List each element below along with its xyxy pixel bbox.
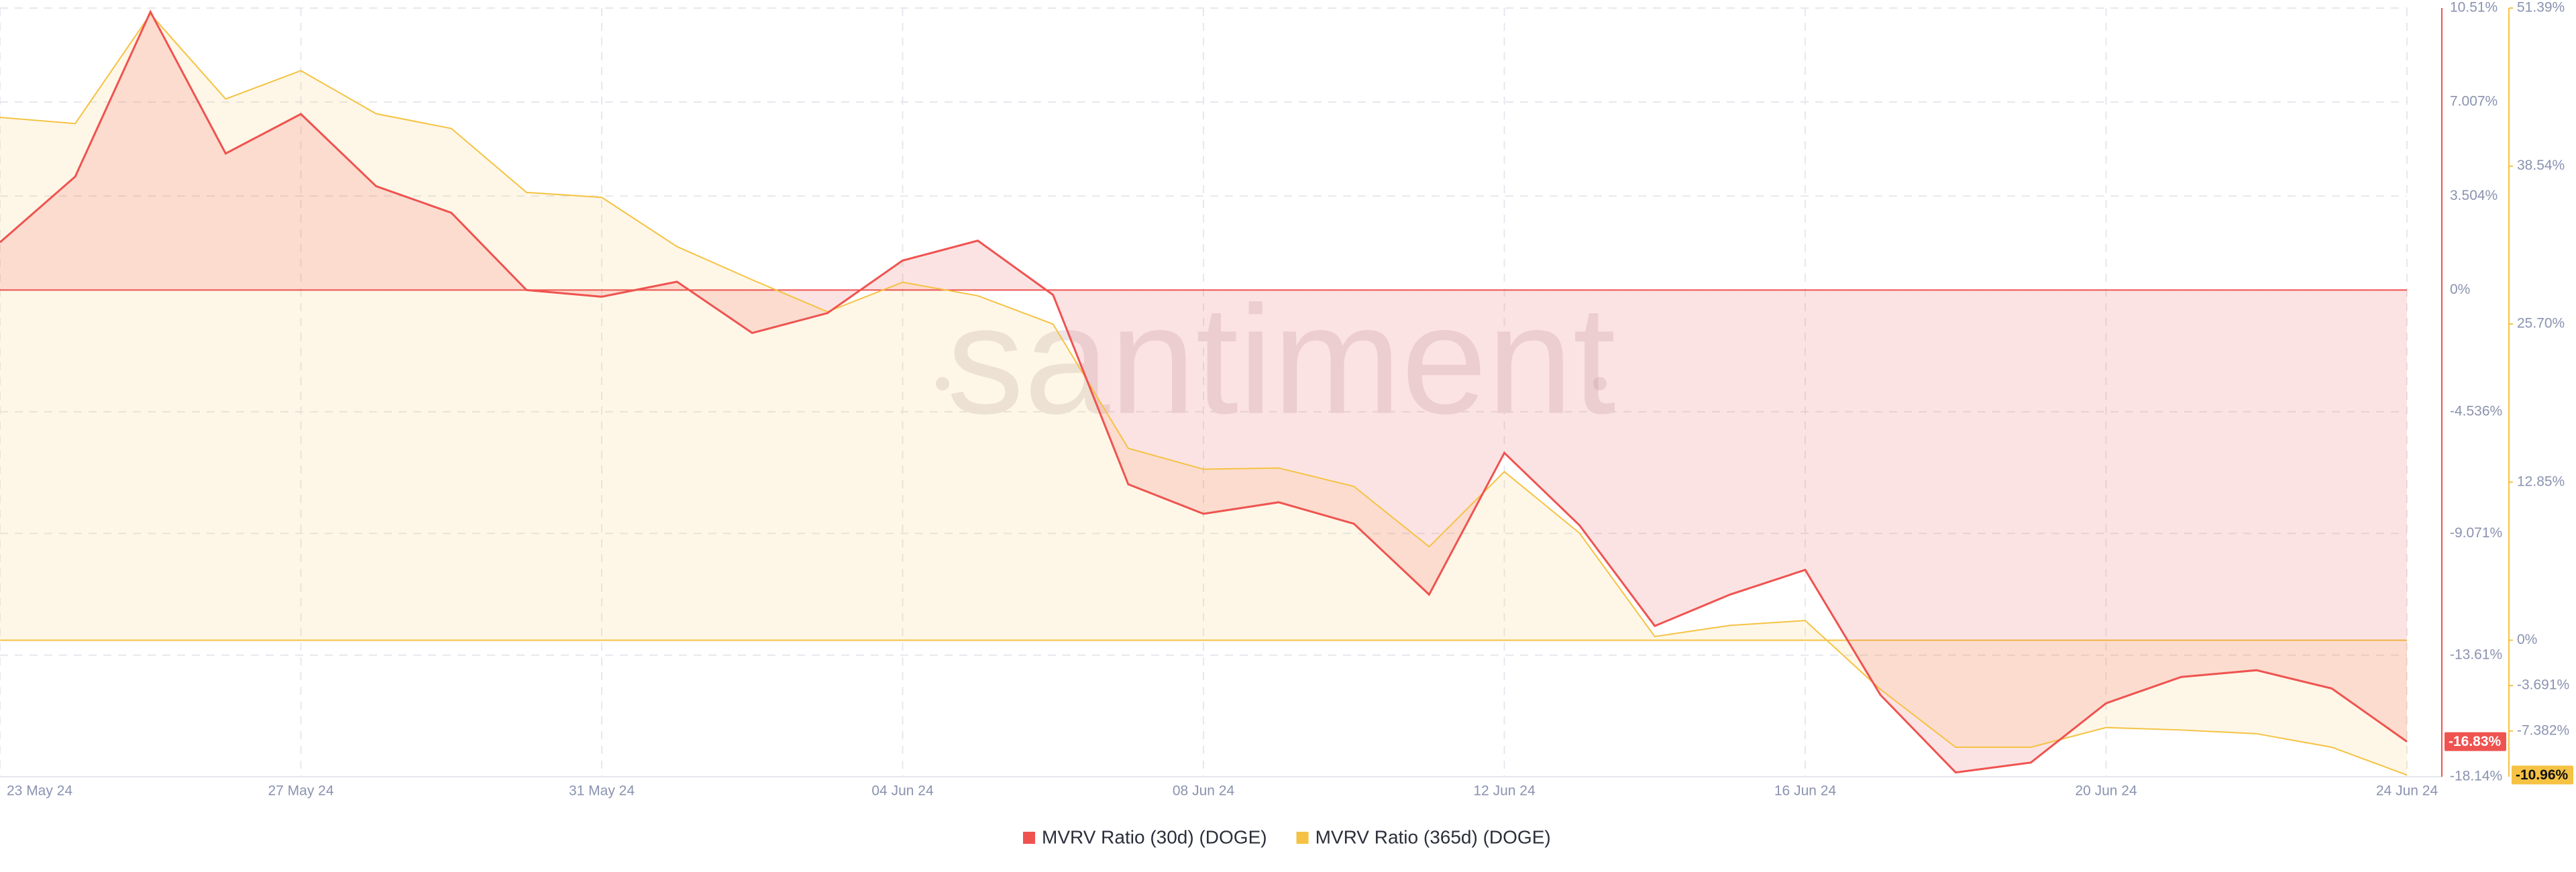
- x-tick-label: 23 May 24: [7, 783, 72, 799]
- value-label: -16.83%: [2449, 734, 2502, 749]
- y-tick-label: -13.61%: [2450, 647, 2502, 662]
- x-tick-label: 04 Jun 24: [871, 783, 934, 799]
- y-tick-label: -9.071%: [2450, 525, 2502, 541]
- x-tick-label: 31 May 24: [569, 783, 635, 799]
- x-tick-label: 20 Jun 24: [2075, 783, 2137, 799]
- y-tick-label: 7.007%: [2450, 94, 2498, 109]
- y2-tick-label: 51.39%: [2517, 0, 2565, 15]
- value-badge: [2512, 765, 2573, 785]
- y-tick-label: -4.536%: [2450, 403, 2502, 419]
- y2-tick-label: 12.85%: [2517, 474, 2565, 489]
- x-tick-label: 12 Jun 24: [1473, 783, 1536, 799]
- y-tick-label: 10.51%: [2450, 0, 2498, 15]
- y2-tick-label: -3.691%: [2517, 677, 2569, 693]
- x-tick-label: 27 May 24: [268, 783, 333, 799]
- x-tick-label: 16 Jun 24: [1774, 783, 1837, 799]
- watermark-dot: [1593, 377, 1607, 390]
- watermark-dot: [936, 377, 949, 390]
- value-label: -10.96%: [2516, 767, 2569, 783]
- watermark: santiment: [947, 274, 1615, 446]
- legend-swatch: [1023, 832, 1035, 844]
- x-tick-label: 08 Jun 24: [1173, 783, 1235, 799]
- line: [0, 9, 2408, 774]
- legend-swatch: [1296, 832, 1309, 844]
- area: [0, 13, 2407, 775]
- line: [0, 13, 2408, 776]
- legend-label: MVRV Ratio (365d) (DOGE): [1316, 826, 1551, 847]
- y2-tick-label: 0%: [2517, 632, 2537, 647]
- x-tick-label: 24 Jun 24: [2376, 783, 2438, 799]
- y2-tick-label: 25.70%: [2517, 316, 2565, 331]
- area: [0, 11, 2407, 773]
- legend-label: MVRV Ratio (30d) (DOGE): [1042, 826, 1267, 847]
- value-badge: [2445, 732, 2506, 751]
- y-tick-label: 3.504%: [2450, 188, 2498, 203]
- y-tick-label: -18.14%: [2450, 769, 2502, 784]
- y2-tick-label: 38.54%: [2517, 158, 2565, 173]
- y-tick-label: 0%: [2450, 282, 2470, 297]
- y2-tick-label: -7.382%: [2517, 722, 2569, 738]
